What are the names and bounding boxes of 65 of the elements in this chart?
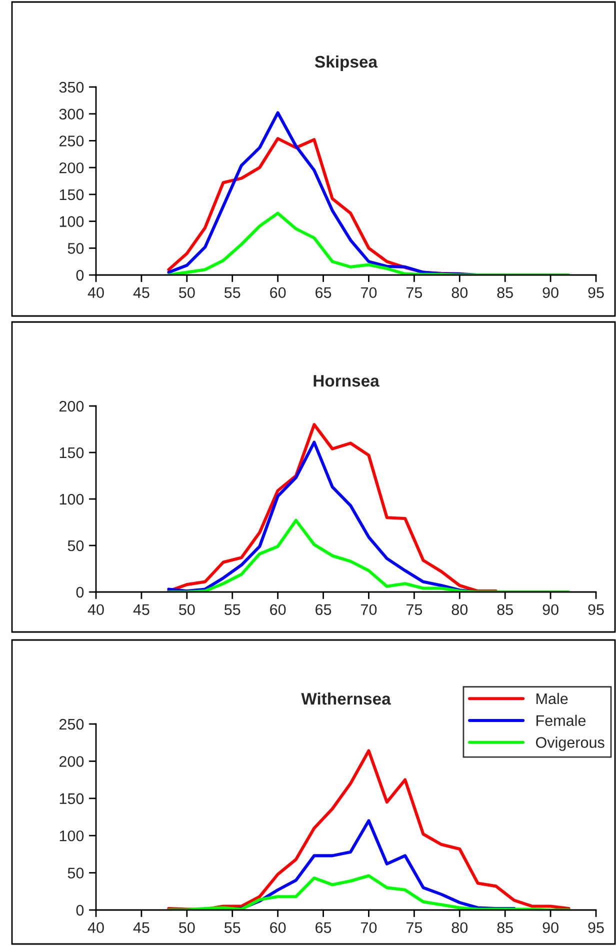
- x-tick-label: 90: [542, 922, 558, 934]
- y-tick-label: 250: [59, 718, 84, 730]
- x-tick-label: 65: [316, 287, 332, 298]
- y-tick-label: 200: [59, 162, 84, 174]
- x-tick-label: 70: [361, 287, 377, 298]
- chart-title: Skipsea: [314, 55, 378, 72]
- line-series: [167, 518, 570, 592]
- x-tick-label: 80: [452, 287, 468, 298]
- x-tick-label: 85: [497, 604, 513, 616]
- x-tick-label: 40: [88, 287, 104, 298]
- x-tick-label: 50: [179, 922, 195, 934]
- x-tick-label: 55: [224, 922, 240, 934]
- x-tick-label: 60: [270, 922, 286, 934]
- x-tick-label: 45: [133, 287, 150, 298]
- y-tick-label: 150: [60, 189, 84, 200]
- x-tick-label: 80: [452, 604, 468, 616]
- x-tick-label: 65: [316, 922, 332, 934]
- y-tick-label: 50: [68, 243, 84, 254]
- x-tick-label: 70: [361, 922, 377, 934]
- y-tick-label: 0: [76, 904, 84, 916]
- x-tick-label: 40: [88, 922, 104, 934]
- x-tick-label: 50: [179, 287, 195, 298]
- chart-title: Hornsea: [314, 375, 380, 387]
- x-tick-label: 95: [588, 922, 604, 934]
- y-tick-label: 50: [68, 540, 84, 552]
- x-tick-label: 55: [224, 287, 240, 298]
- y-tick-label: 0: [76, 586, 84, 598]
- y-tick-label: 350: [59, 82, 84, 93]
- x-tick-label: 70: [361, 604, 377, 616]
- chart-title: Withernsea: [301, 692, 391, 705]
- x-tick-label: 95: [588, 604, 604, 616]
- x-tick-label: 90: [542, 287, 558, 298]
- line-series: [167, 749, 570, 910]
- legend-label: Ovigerous: [536, 736, 604, 751]
- legend-label: Male: [536, 692, 568, 704]
- x-tick-label: 90: [542, 604, 558, 616]
- y-tick-label: 150: [60, 793, 84, 804]
- y-tick-label: 300: [59, 108, 84, 120]
- y-tick-label: 200: [59, 400, 84, 412]
- y-tick-label: 100: [60, 494, 84, 505]
- x-tick-label: 85: [497, 922, 513, 934]
- x-tick-label: 55: [224, 604, 240, 616]
- y-tick-label: 250: [59, 136, 84, 146]
- y-tick-label: 200: [59, 756, 84, 767]
- y-tick-label: 100: [60, 216, 84, 227]
- x-tick-label: 45: [133, 922, 150, 934]
- legend-label: Female: [536, 714, 586, 726]
- x-tick-label: 60: [270, 287, 286, 298]
- x-tick-label: 95: [588, 287, 604, 298]
- y-tick-label: 150: [60, 447, 84, 458]
- x-tick-label: 85: [497, 287, 513, 298]
- x-tick-label: 40: [88, 604, 104, 616]
- y-tick-label: 0: [76, 270, 84, 281]
- x-tick-label: 75: [406, 287, 422, 298]
- x-tick-label: 45: [133, 604, 150, 616]
- y-tick-label: 100: [60, 830, 84, 842]
- y-tick-label: 50: [68, 868, 84, 878]
- x-tick-label: 75: [406, 604, 422, 616]
- x-tick-label: 60: [270, 604, 286, 616]
- line-series: [167, 212, 570, 275]
- x-tick-label: 65: [316, 604, 332, 616]
- line-series: [167, 874, 570, 910]
- x-tick-label: 80: [452, 922, 468, 934]
- x-tick-label: 75: [406, 922, 422, 934]
- x-tick-label: 50: [179, 604, 195, 616]
